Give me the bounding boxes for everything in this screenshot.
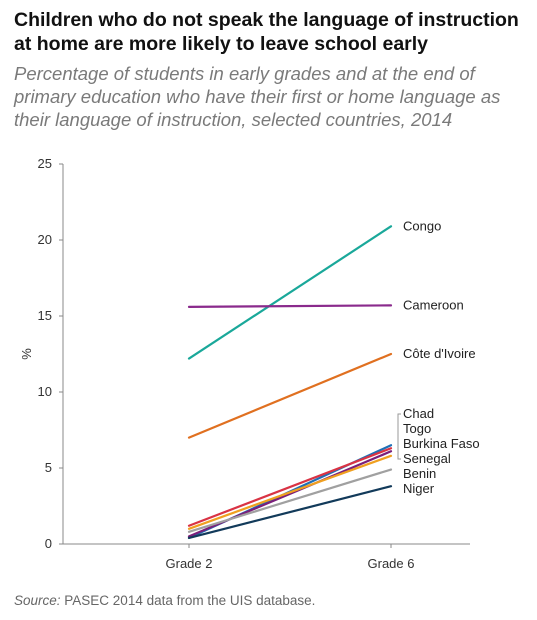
series-line [187,447,393,527]
x-tick-label: Grade 2 [166,556,213,571]
y-tick-label: 10 [38,384,52,399]
y-tick-label: 20 [38,232,52,247]
series-label: Burkina Faso [403,436,480,451]
label-bracket [397,413,401,460]
x-tick-label: Grade 6 [368,556,415,571]
series-label: Congo [403,218,441,233]
series-label: Cameroon [403,297,464,312]
chart-title: Children who do not speak the language o… [14,9,519,55]
axes: 0 5 10 15 20 25 Grade 2 Grade 6% [19,156,470,571]
series-label: Chad [403,406,434,421]
y-tick-label: 15 [38,308,52,323]
series-label: Senegal [403,451,451,466]
series-line [187,468,393,533]
series-line [187,454,393,530]
series-label: Benin [403,466,436,481]
series-lines [187,225,393,540]
y-axis-label: % [19,348,34,360]
series-labels: Congo Cameroon Côte d'Ivoire ChadTogoBurkin… [397,218,480,496]
series-label: Côte d'Ivoire [403,346,476,361]
source-label: Source: [14,593,61,608]
y-tick-label: 0 [45,536,52,551]
series-line [187,485,393,540]
series-line [187,225,393,360]
series-line [187,352,393,439]
chart-subtitle: Percentage of students in early grades a… [14,63,501,130]
series-label: Togo [403,421,431,436]
source-note: Source: PASEC 2014 data from the UIS dat… [14,593,315,608]
series-line [187,304,393,308]
y-tick-label: 25 [38,156,52,171]
series-label: Niger [403,481,435,496]
y-tick-label: 5 [45,460,52,475]
source-text: PASEC 2014 data from the UIS database. [60,593,316,608]
